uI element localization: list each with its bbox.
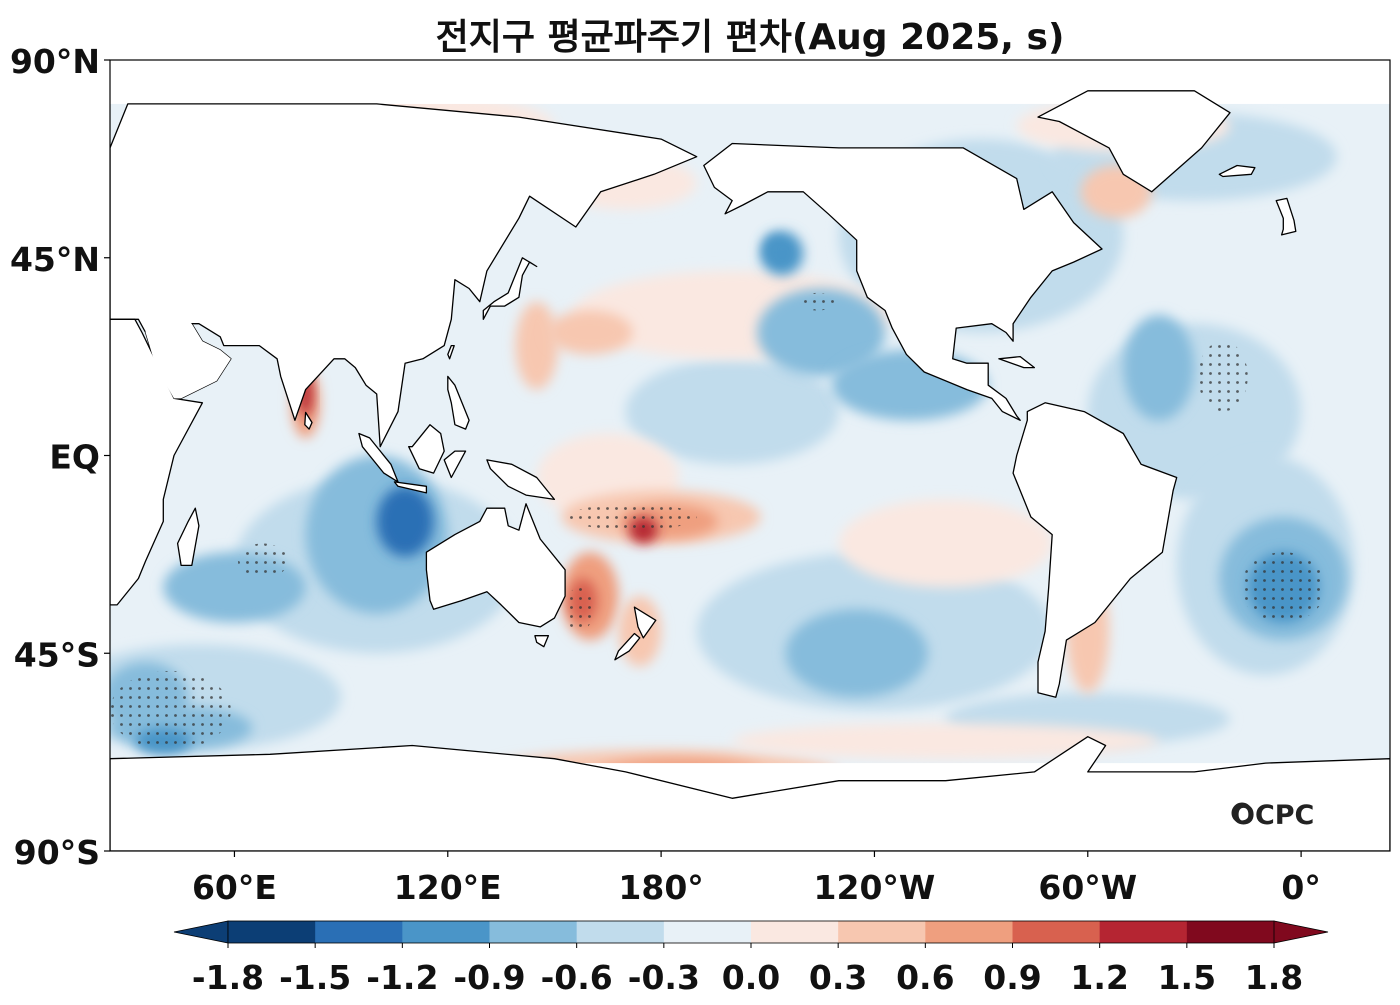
anomaly-region: [732, 723, 1159, 759]
colorbar-segment: [1186, 921, 1275, 943]
colorbar-segment: [402, 921, 490, 943]
colorbar-segment: [925, 921, 1013, 943]
land-australia: [425, 503, 566, 628]
colorbar-tick-label: 0.9: [983, 958, 1041, 997]
anomaly-region: [625, 358, 839, 465]
colorbar-extend-low: [173, 920, 229, 944]
colorbar-tick-label: 0.3: [809, 958, 867, 997]
colorbar-tick-label: -0.9: [453, 958, 525, 997]
stipple-area: [799, 292, 836, 311]
land-madagascar: [176, 507, 200, 567]
lat-tick-label: 90°S: [14, 833, 100, 872]
land-nz-north: [633, 606, 657, 639]
colorbar-tick-label: -1.2: [366, 958, 438, 997]
land-arabia-fill: [145, 323, 231, 399]
land-cuba: [998, 355, 1036, 369]
lon-tick-label: 120°E: [394, 868, 502, 907]
colorbar-tick-label: 1.5: [1158, 958, 1216, 997]
anomaly-region: [376, 486, 434, 557]
colorbar-tick-label: -0.3: [628, 958, 700, 997]
lon-tick-label: 120°W: [814, 868, 936, 907]
land-sri-lanka: [304, 411, 313, 430]
lon-tick-label: 0°: [1281, 868, 1320, 907]
stipple-area: [1198, 341, 1248, 412]
lat-tick-label: 90°N: [10, 42, 100, 81]
land-java: [393, 481, 428, 494]
land-iceland: [1218, 164, 1256, 178]
land-nz-south: [614, 632, 641, 661]
colorbar-segment: [751, 921, 839, 943]
land-north-america: [703, 142, 1103, 421]
land-uk: [1275, 197, 1297, 236]
colorbar-segment: [576, 921, 665, 943]
colorbar-segment: [489, 921, 578, 943]
stipple-area: [1240, 552, 1327, 623]
colorbar-tick-label: 0.6: [896, 958, 954, 997]
anomaly-region: [785, 609, 928, 698]
ocpc-logo: OCPC: [1231, 800, 1314, 831]
significance-stippling: [110, 292, 1327, 750]
land-masses: [110, 60, 1390, 851]
anomaly-region: [515, 301, 559, 390]
colorbar-segment: [838, 921, 926, 943]
colorbar-segment: [1012, 921, 1101, 943]
land-svalbard-frame-n: [110, 60, 1390, 78]
lat-tick-label: EQ: [49, 438, 100, 477]
land-tasmania: [534, 635, 550, 648]
land-sulawesi: [443, 450, 467, 479]
logo-mark-icon: [1231, 802, 1253, 824]
longitude-axis: 60°E 120°E 180° 120°W 60°W 0°: [192, 851, 1321, 907]
land-africa: [110, 318, 204, 606]
colorbar-segment: [228, 921, 316, 943]
stipple-area: [565, 587, 594, 632]
colorbar-tick-label: -0.6: [541, 958, 613, 997]
colorbar-segment: [1099, 921, 1188, 943]
colorbar-tick-label: -1.8: [192, 958, 264, 997]
anomaly-region: [764, 235, 786, 263]
map-title: 전지구 평균파주기 편차(Aug 2025, s): [435, 17, 1065, 58]
anomaly-region: [838, 499, 1053, 588]
land-japan: [482, 257, 538, 320]
colorbar-segment: [663, 921, 752, 943]
lon-tick-label: 60°E: [192, 868, 277, 907]
lat-tick-label: 45°N: [10, 240, 100, 279]
colorbar-tick-label: 0.0: [722, 958, 780, 997]
colorbar-tick-label: 1.2: [1070, 958, 1128, 997]
land-taiwan: [447, 344, 455, 360]
logo-text: OCPC: [1232, 800, 1314, 831]
lat-tick-label: 45°S: [14, 635, 100, 674]
land-south-america: [1012, 402, 1178, 698]
land-new-guinea: [486, 459, 556, 501]
colorbar-tick-label: -1.5: [279, 958, 351, 997]
land-philippines: [447, 375, 470, 430]
latitude-axis: 90°N 45°N EQ 45°S 90°S: [10, 42, 110, 872]
stipple-area: [568, 503, 697, 531]
stipple-area: [110, 670, 231, 750]
colorbar: -1.8 -1.5 -1.2 -0.9 -0.6 -0.3 0.0 0.3 0.6 0.9 1.2 1…: [173, 920, 1329, 997]
colorbar-tick-label: 1.8: [1245, 958, 1303, 997]
map-plot-area: [110, 60, 1390, 851]
anomaly-region: [547, 310, 633, 355]
colorbar-segment: [315, 921, 403, 943]
land-borneo: [408, 424, 445, 474]
land-antarctica: [110, 736, 1390, 851]
lon-tick-label: 60°W: [1038, 868, 1137, 907]
land-eurasia: [110, 103, 698, 448]
lon-tick-label: 180°: [618, 868, 703, 907]
colorbar-extend-high: [1273, 920, 1329, 944]
anomaly-region: [757, 288, 886, 377]
stipple-area: [238, 543, 288, 579]
land-greenland: [1037, 90, 1231, 193]
anomaly-region: [1123, 314, 1195, 421]
